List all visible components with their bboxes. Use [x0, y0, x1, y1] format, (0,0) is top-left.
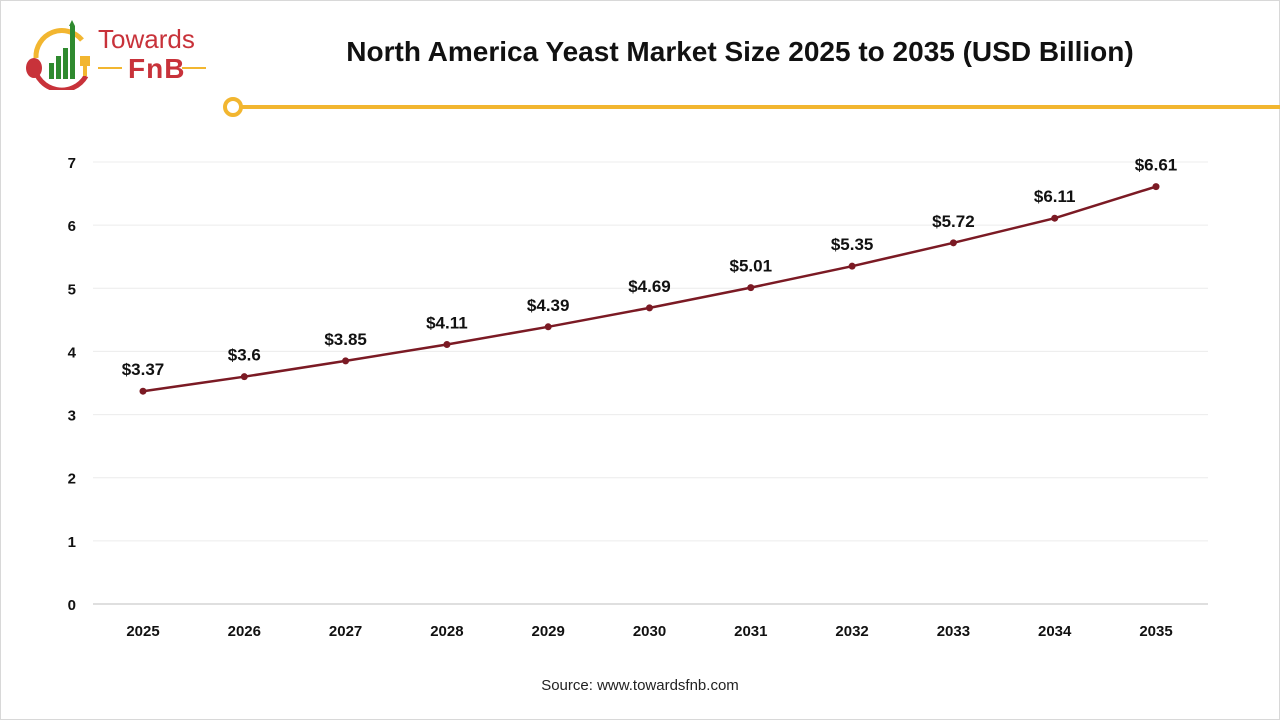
data-point [443, 340, 451, 348]
x-tick-label: 2025 [126, 623, 159, 640]
x-tick-label: 2026 [228, 623, 261, 640]
x-tick-label: 2029 [532, 623, 565, 640]
data-point [747, 284, 755, 292]
data-point [240, 373, 248, 381]
data-label: $4.11 [426, 313, 468, 332]
data-label: $5.35 [831, 235, 874, 254]
data-label: $6.61 [1135, 156, 1178, 175]
towards-fnb-logo [26, 20, 206, 90]
y-tick-label: 6 [68, 218, 76, 235]
x-tick-label: 2028 [430, 623, 463, 640]
brand-name-line1: Towards [98, 24, 195, 54]
x-tick-label: 2032 [835, 623, 868, 640]
data-point [949, 239, 957, 247]
x-tick-label: 2031 [734, 623, 767, 640]
y-tick-label: 5 [68, 281, 76, 298]
brand-name-line2: FnB [128, 53, 186, 84]
x-tick-label: 2027 [329, 623, 362, 640]
y-tick-label: 0 [68, 597, 76, 614]
title-accent-line [223, 97, 1280, 117]
y-tick-label: 2 [68, 471, 76, 488]
data-point [544, 323, 552, 331]
data-label: $3.6 [228, 346, 261, 365]
x-tick-label: 2033 [937, 623, 970, 640]
data-point [1051, 214, 1059, 222]
data-point [139, 387, 147, 395]
data-label: $6.11 [1034, 187, 1076, 206]
data-label: $4.39 [527, 296, 570, 315]
x-tick-label: 2030 [633, 623, 666, 640]
x-tick-label: 2035 [1139, 623, 1172, 640]
y-tick-label: 1 [68, 534, 76, 551]
x-tick-label: 2034 [1038, 623, 1072, 640]
y-tick-label: 4 [68, 344, 77, 361]
data-label: $5.72 [932, 212, 975, 231]
data-point [342, 357, 350, 365]
data-label: $5.01 [730, 257, 773, 276]
y-tick-label: 3 [68, 408, 76, 425]
data-point [848, 262, 856, 270]
data-point [1152, 183, 1160, 191]
source-note: Source: www.towardsfnb.com [541, 677, 739, 694]
chart-title: North America Yeast Market Size 2025 to … [346, 36, 1134, 67]
data-label: $3.85 [324, 330, 367, 349]
y-tick-label: 7 [68, 155, 76, 172]
data-label: $3.37 [122, 360, 165, 379]
data-label: $4.69 [628, 277, 671, 296]
data-point [646, 304, 653, 312]
